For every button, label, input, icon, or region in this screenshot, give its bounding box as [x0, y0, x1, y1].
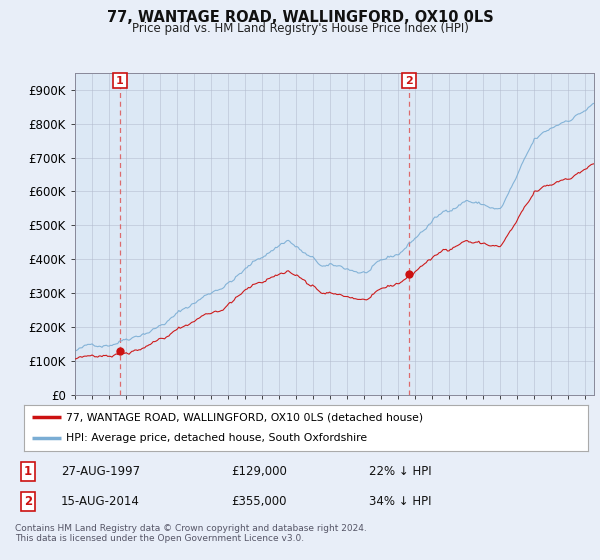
Text: 1: 1 — [116, 76, 124, 86]
Text: Price paid vs. HM Land Registry's House Price Index (HPI): Price paid vs. HM Land Registry's House … — [131, 22, 469, 35]
Text: 34% ↓ HPI: 34% ↓ HPI — [369, 495, 431, 508]
Text: 27-AUG-1997: 27-AUG-1997 — [61, 465, 140, 478]
Text: 1: 1 — [24, 465, 32, 478]
Text: £129,000: £129,000 — [231, 465, 287, 478]
Text: 2: 2 — [24, 495, 32, 508]
Text: HPI: Average price, detached house, South Oxfordshire: HPI: Average price, detached house, Sout… — [66, 433, 367, 444]
Text: 77, WANTAGE ROAD, WALLINGFORD, OX10 0LS (detached house): 77, WANTAGE ROAD, WALLINGFORD, OX10 0LS … — [66, 412, 424, 422]
Text: Contains HM Land Registry data © Crown copyright and database right 2024.
This d: Contains HM Land Registry data © Crown c… — [15, 524, 367, 543]
Text: 77, WANTAGE ROAD, WALLINGFORD, OX10 0LS: 77, WANTAGE ROAD, WALLINGFORD, OX10 0LS — [107, 10, 493, 25]
Text: 2: 2 — [405, 76, 413, 86]
Text: 15-AUG-2014: 15-AUG-2014 — [61, 495, 140, 508]
Text: 22% ↓ HPI: 22% ↓ HPI — [369, 465, 432, 478]
Text: £355,000: £355,000 — [231, 495, 286, 508]
